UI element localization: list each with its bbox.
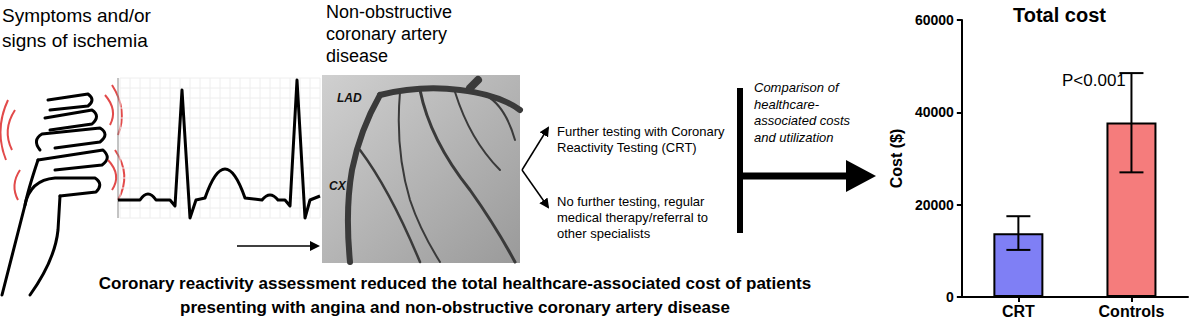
svg-text:disease: disease [326, 46, 388, 66]
svg-text:medical therapy/referral to: medical therapy/referral to [557, 210, 708, 225]
svg-text:Reactivity Testing (CRT): Reactivity Testing (CRT) [557, 140, 697, 155]
svg-text:other specialists: other specialists [557, 226, 651, 241]
svg-text:40000: 40000 [915, 104, 954, 120]
svg-text:CRT: CRT [1002, 303, 1035, 320]
svg-text:P<0.001: P<0.001 [1062, 71, 1126, 90]
svg-text:Symptoms and/or: Symptoms and/or [2, 5, 152, 26]
svg-text:No further testing, regular: No further testing, regular [557, 194, 705, 209]
svg-text:20000: 20000 [915, 197, 954, 213]
svg-text:Coronary reactivity assessment: Coronary reactivity assessment reduced t… [99, 274, 811, 293]
svg-text:and utilization: and utilization [754, 130, 834, 145]
svg-text:coronary artery: coronary artery [326, 24, 447, 44]
svg-text:healthcare-: healthcare- [754, 97, 820, 112]
svg-text:Comparison of: Comparison of [754, 80, 840, 95]
svg-text:associated costs: associated costs [754, 113, 851, 128]
svg-text:Total cost: Total cost [1013, 4, 1106, 26]
svg-text:signs of ischemia: signs of ischemia [2, 30, 148, 51]
svg-text:60000: 60000 [915, 12, 954, 28]
svg-text:Cost ($): Cost ($) [888, 129, 905, 189]
svg-text:Further testing with Coronary: Further testing with Coronary [557, 124, 725, 139]
svg-text:LAD: LAD [337, 91, 362, 105]
svg-text:CX: CX [329, 179, 347, 193]
svg-text:Controls: Controls [1099, 303, 1165, 320]
svg-text:0: 0 [946, 289, 954, 305]
svg-text:Non-obstructive: Non-obstructive [326, 2, 452, 22]
svg-text:presenting with angina and non: presenting with angina and non-obstructi… [180, 298, 730, 317]
